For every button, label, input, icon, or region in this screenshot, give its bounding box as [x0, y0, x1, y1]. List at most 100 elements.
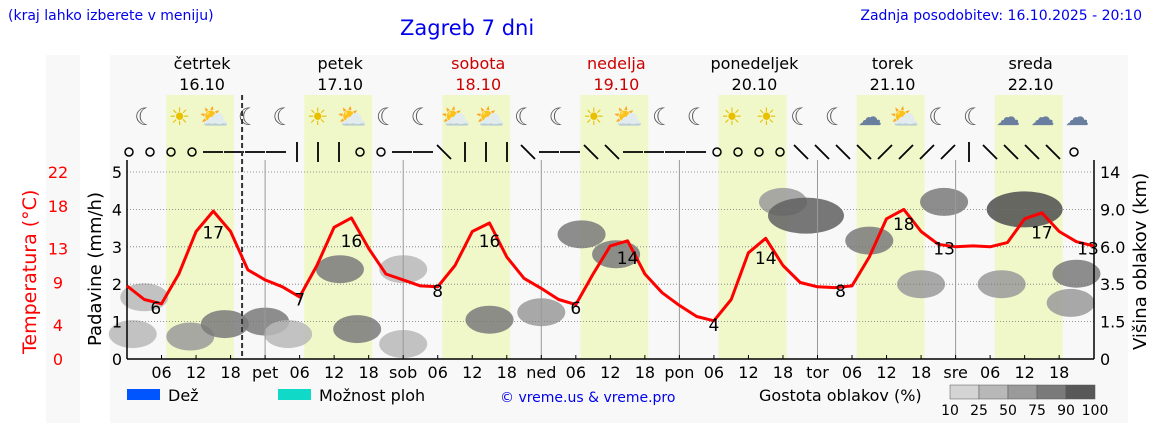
cloud-scale-swatch	[978, 384, 1009, 400]
wind-barb-icon	[856, 144, 872, 160]
wind-barb-icon	[1045, 144, 1061, 160]
cloud-scale-label: 100	[1082, 403, 1109, 419]
temp-label: 8	[432, 282, 443, 302]
x-tick-label: 06	[566, 363, 586, 382]
sun-cloud-icon: ⛅	[890, 103, 920, 131]
moon-cloud-icon: ☾	[652, 103, 674, 131]
x-tick-label: 06	[980, 363, 1000, 382]
cloudy-icon: ☁	[996, 103, 1020, 131]
moon-cloud-icon: ☾	[825, 103, 847, 131]
sun-cloud-icon: ⛅	[441, 103, 471, 131]
day-date: 22.10	[1008, 75, 1054, 94]
x-tick-label: sob	[389, 363, 417, 382]
cloud-scale-label: 75	[1028, 403, 1046, 419]
temp-tick: 13	[48, 240, 68, 259]
wind-calm-icon	[124, 147, 134, 157]
cloud-scale-swatch	[1065, 384, 1096, 400]
x-tick-label: 12	[738, 363, 758, 382]
moon-cloud-icon: ☾	[238, 103, 260, 131]
x-tick-label: 06	[428, 363, 448, 382]
temperature-line	[126, 207, 1095, 323]
storm-legend-swatch	[278, 389, 311, 400]
wind-barb-icon	[1003, 144, 1019, 160]
chart-title: Zagreb 7 dni	[400, 16, 535, 40]
cloud-height-tick: 6.0	[1100, 238, 1125, 257]
x-tick-label: 12	[1014, 363, 1034, 382]
temp-label: 14	[617, 249, 639, 269]
wind-barb-icon	[940, 144, 956, 160]
temp-label: 14	[755, 249, 777, 269]
x-tick-label: 18	[1049, 363, 1069, 382]
cloud-blob	[592, 240, 641, 269]
day-date: 19.10	[593, 75, 639, 94]
daylight-band	[718, 95, 787, 359]
moon-cloud-icon: ☾	[134, 103, 156, 131]
temp-label: 6	[150, 299, 161, 319]
wind-calm-icon	[754, 147, 764, 157]
x-tick-label: 18	[911, 363, 931, 382]
wind-barb-icon	[520, 144, 536, 160]
cloud-scale-label: 10	[941, 403, 959, 419]
x-tick-label: 12	[462, 363, 482, 382]
temp-label: 17	[1031, 224, 1053, 244]
cloud-blob	[977, 270, 1026, 299]
temp-label: 16	[341, 232, 363, 252]
x-tick-label: 06	[289, 363, 309, 382]
moon-cloud-icon: ☾	[963, 103, 985, 131]
x-tick-label: 18	[358, 363, 378, 382]
temp-tick: 9	[53, 274, 63, 293]
daylight-band	[304, 95, 373, 359]
cloud-height-tick: 9.0	[1100, 200, 1125, 219]
sun-icon: ☀	[307, 103, 329, 131]
storm-legend-label: Možnost ploh	[319, 386, 425, 405]
day-name: ponedeljek	[710, 54, 799, 73]
location-hint: (kraj lahko izberete v meniju)	[8, 8, 214, 24]
day-date: 20.10	[732, 75, 778, 94]
cloud-blob	[845, 226, 894, 255]
x-tick-label: 12	[876, 363, 896, 382]
wind-barb-icon	[583, 144, 599, 160]
cloud-blob	[264, 320, 313, 349]
wind-calm-icon	[733, 147, 743, 157]
precip-tick: 0	[112, 350, 122, 369]
wind-calm-icon	[376, 147, 386, 157]
x-tick-label: sre	[943, 363, 967, 382]
sun-icon: ☀	[583, 103, 605, 131]
moon-cloud-icon: ☾	[272, 103, 294, 131]
cloud-height-tick: 3.5	[1100, 275, 1125, 294]
wind-barb-icon	[919, 144, 935, 160]
cloud-blob	[315, 255, 364, 284]
temp-label: 16	[479, 232, 501, 252]
sun-cloud-icon: ⛅	[337, 103, 367, 131]
cloud-blob	[1052, 259, 1101, 288]
cloud-blob	[557, 220, 606, 249]
wind-calm-icon	[355, 147, 365, 157]
x-tick-label: 18	[773, 363, 793, 382]
temp-label: 13	[933, 240, 955, 260]
precip-tick: 3	[112, 238, 122, 257]
x-tick-label: 12	[600, 363, 620, 382]
precip-tick: 2	[112, 275, 122, 294]
temp-axis-panel	[46, 55, 80, 423]
temp-axis-label: Temperatura (°C)	[19, 190, 41, 355]
cloud-scale-swatch	[1007, 384, 1038, 400]
credit-link[interactable]: © vreme.us & vreme.pro	[500, 390, 675, 406]
x-tick-label: 18	[220, 363, 240, 382]
temp-tick: 22	[48, 163, 68, 182]
x-tick-label: 12	[324, 363, 344, 382]
cloud-scale-label: 25	[970, 403, 988, 419]
temp-tick: 0	[53, 350, 63, 369]
cloud-blob	[200, 310, 249, 339]
wind-calm-icon	[187, 147, 197, 157]
x-tick-label: 06	[842, 363, 862, 382]
moon-cloud-icon: ☾	[790, 103, 812, 131]
wind-calm-icon	[775, 147, 785, 157]
x-tick-label: 18	[497, 363, 517, 382]
x-tick-label: ned	[526, 363, 556, 382]
temp-tick: 18	[48, 197, 68, 216]
cloud-height-tick: 1.5	[1100, 313, 1125, 332]
cloud-blob	[465, 305, 514, 334]
wind-barb-icon	[898, 144, 914, 160]
cloud-scale-label: 90	[1057, 403, 1075, 419]
cloud-blob	[897, 270, 946, 299]
